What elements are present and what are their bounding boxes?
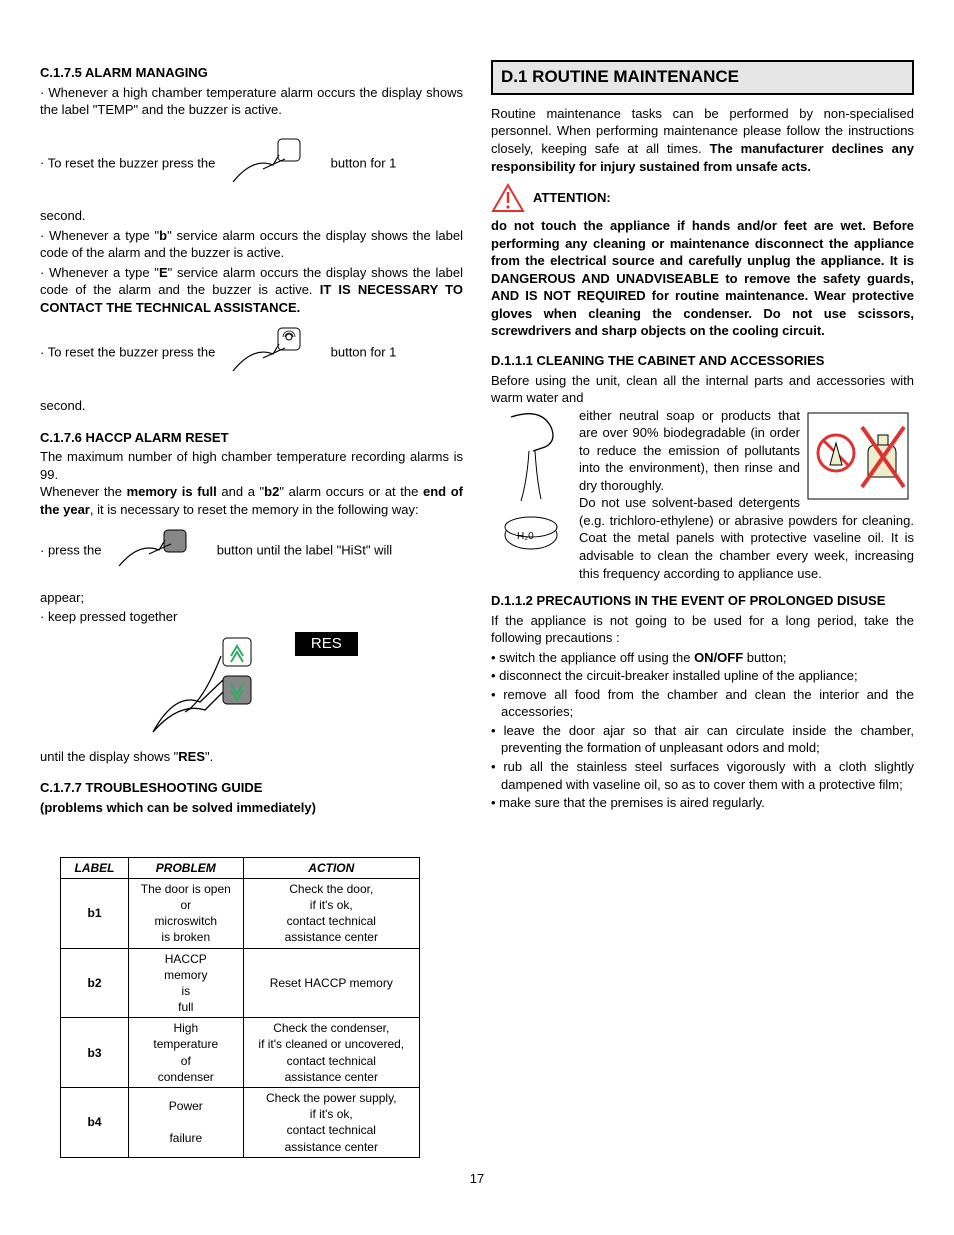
c175-reset-line-2: To reset the buzzer press the button for… [40, 326, 463, 381]
list-item: make sure that the premises is aired reg… [491, 794, 914, 812]
text: press the [48, 543, 101, 558]
hand-press-button-icon [109, 528, 209, 575]
list-item: remove all food from the chamber and cle… [491, 686, 914, 721]
c175-p3: Whenever a type "b" service alarm occurs… [40, 227, 463, 262]
d112-p1: If the appliance is not going to be used… [491, 612, 914, 647]
th-problem: PROBLEM [129, 857, 244, 878]
cell-problem: Power failure [129, 1088, 244, 1158]
attention-row: ATTENTION: [491, 183, 914, 213]
text: button for 1 [331, 345, 397, 360]
table-row: b1The door is openormicroswitchis broken… [61, 878, 420, 948]
d111-block: H₂0 either neutral soap or products that… [491, 407, 914, 582]
cell-action: Check the power supply,if it's ok,contac… [243, 1088, 419, 1158]
cell-problem: The door is openormicroswitchis broken [129, 878, 244, 948]
list-item: disconnect the circuit-breaker installed… [491, 667, 914, 685]
table-row: b4Power failureCheck the power supply,if… [61, 1088, 420, 1158]
text: To reset the buzzer press the [48, 155, 216, 170]
c176-keep-pressed: keep pressed together [40, 608, 463, 626]
c175-second: second. [40, 207, 463, 225]
c177-sub: (problems which can be solved immediatel… [40, 799, 463, 817]
cell-label: b3 [61, 1018, 129, 1088]
heading-d1: D.1 ROUTINE MAINTENANCE [491, 60, 914, 95]
heading-d112: D.1.1.2 PRECAUTIONS IN THE EVENT OF PROL… [491, 592, 914, 610]
svg-text:H₂0: H₂0 [517, 531, 534, 542]
two-buttons-figure: RES [40, 632, 463, 742]
c175-p1: Whenever a high chamber temperature alar… [40, 84, 463, 119]
page-number: 17 [40, 1170, 914, 1188]
list-item: switch the appliance off using the ON/OF… [491, 649, 914, 667]
d112-list: switch the appliance off using the ON/OF… [491, 649, 914, 812]
cell-label: b2 [61, 948, 129, 1018]
page: C.1.7.5 ALARM MANAGING Whenever a high c… [40, 60, 914, 1158]
troubleshooting-table: LABEL PROBLEM ACTION b1The door is openo… [60, 857, 420, 1158]
d111-p1: Before using the unit, clean all the int… [491, 372, 914, 407]
warning-triangle-icon [491, 183, 525, 213]
table-row: b3HightemperatureofcondenserCheck the co… [61, 1018, 420, 1088]
hand-press-button-icon [223, 137, 323, 192]
res-display: RES [295, 632, 358, 656]
c176-appear: appear; [40, 589, 463, 607]
th-action: ACTION [243, 857, 419, 878]
attention-label: ATTENTION: [533, 189, 611, 207]
cell-problem: HACCPmemoryisfull [129, 948, 244, 1018]
hand-press-alarm-button-icon [223, 326, 323, 381]
c176-until: until the display shows "RES". [40, 748, 463, 766]
c175-reset-line-1: To reset the buzzer press the button for… [40, 137, 463, 192]
c176-p1: The maximum number of high chamber tempe… [40, 448, 463, 483]
right-column: D.1 ROUTINE MAINTENANCE Routine maintena… [491, 60, 914, 1158]
water-tap-icon: H₂0 [491, 407, 571, 562]
heading-c177: C.1.7.7 TROUBLESHOOTING GUIDE [40, 779, 463, 797]
cell-label: b1 [61, 878, 129, 948]
cell-problem: Hightemperatureofcondenser [129, 1018, 244, 1088]
d111-p2: either neutral soap or products that are… [579, 407, 800, 495]
no-chemicals-icon [804, 407, 914, 512]
c175-second-2: second. [40, 397, 463, 415]
cell-action: Check the door,if it's ok,contact techni… [243, 878, 419, 948]
c176-press-line: press the button until the label "HiSt" … [40, 528, 463, 575]
table-header-row: LABEL PROBLEM ACTION [61, 857, 420, 878]
left-column: C.1.7.5 ALARM MANAGING Whenever a high c… [40, 60, 463, 1158]
text: button until the label "HiSt" will [217, 543, 392, 558]
heading-d111: D.1.1.1 CLEANING THE CABINET AND ACCESSO… [491, 352, 914, 370]
th-label: LABEL [61, 857, 129, 878]
cell-action: Reset HACCP memory [243, 948, 419, 1018]
cell-action: Check the condenser,if it's cleaned or u… [243, 1018, 419, 1088]
c175-p4: Whenever a type "E" service alarm occurs… [40, 264, 463, 317]
d1-intro: Routine maintenance tasks can be perform… [491, 105, 914, 175]
table-row: b2HACCPmemoryisfullReset HACCP memory [61, 948, 420, 1018]
c176-p2: Whenever the memory is full and a "b2" a… [40, 483, 463, 518]
heading-c176: C.1.7.6 HACCP ALARM RESET [40, 429, 463, 447]
d1-warning-text: do not touch the appliance if hands and/… [491, 217, 914, 340]
list-item: rub all the stainless steel surfaces vig… [491, 758, 914, 793]
heading-c175: C.1.7.5 ALARM MANAGING [40, 64, 463, 82]
text: button for 1 [331, 155, 397, 170]
cell-label: b4 [61, 1088, 129, 1158]
text: To reset the buzzer press the [48, 345, 216, 360]
list-item: leave the door ajar so that air can circ… [491, 722, 914, 757]
